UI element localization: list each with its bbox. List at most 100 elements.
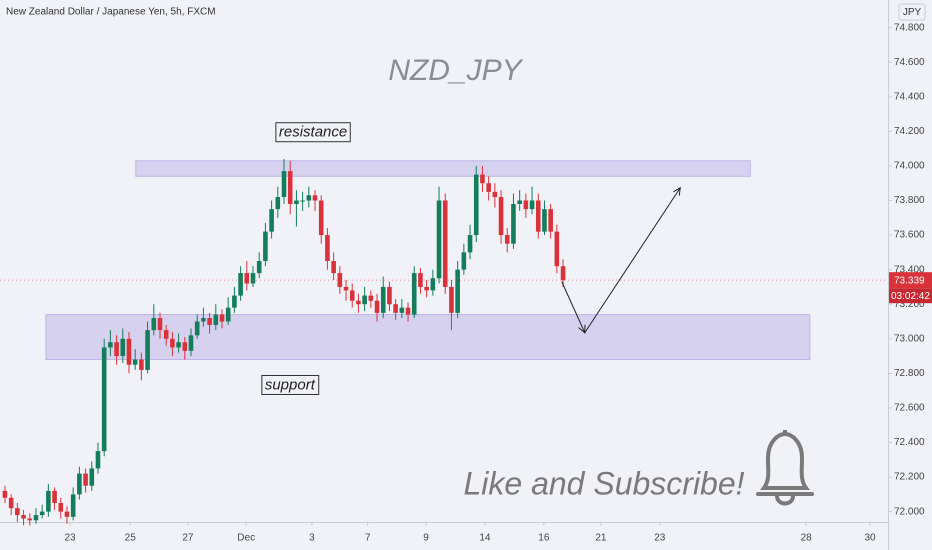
candle-body [436, 200, 442, 279]
countdown: 03:02:42 [891, 291, 930, 302]
candle-body [101, 347, 107, 452]
y-tick-label: 73.400 [894, 264, 925, 275]
candle-body [188, 335, 194, 351]
candle-body [207, 318, 212, 325]
candle-body [486, 183, 491, 192]
candle-body [157, 318, 163, 331]
candle-body [33, 515, 39, 521]
y-tick-label: 73.600 [894, 230, 925, 241]
candle-body [219, 314, 225, 322]
candle-body [343, 286, 349, 291]
y-tick-label: 74.000 [894, 161, 925, 172]
x-tick-label: 25 [125, 533, 137, 544]
candle-body [337, 273, 343, 287]
candle-body [27, 518, 33, 521]
candle-body [548, 209, 553, 232]
y-tick-label: 74.600 [894, 57, 925, 68]
candle-body [108, 342, 113, 348]
candle-body [287, 171, 293, 204]
candle-body [461, 252, 467, 270]
arrow-head [673, 186, 681, 196]
watermark: NZD_JPY [388, 54, 523, 87]
x-tick-label: 21 [595, 533, 607, 544]
x-tick-label: 16 [538, 533, 550, 544]
candle-body [170, 338, 175, 348]
y-tick-label: 72.600 [894, 403, 925, 414]
y-tick-label: 72.200 [894, 472, 925, 483]
candle-body [517, 200, 522, 204]
x-tick-label: 30 [864, 533, 876, 544]
candle-body [405, 307, 411, 315]
candle-body [511, 203, 516, 244]
candle-body [312, 195, 318, 201]
y-tick-label: 73.000 [894, 333, 925, 344]
candle-body [58, 502, 64, 512]
candle-body [2, 490, 8, 498]
candle-body [15, 508, 20, 516]
candle-body [151, 318, 157, 331]
candle-body [132, 359, 138, 365]
x-tick-label: 28 [801, 533, 813, 544]
candle-body [39, 511, 45, 516]
candle-body [213, 314, 219, 325]
candle-body [83, 473, 88, 486]
candle-body [380, 286, 386, 313]
candle-body [362, 295, 367, 305]
y-tick-label: 73.200 [894, 299, 925, 310]
candle-body [263, 231, 268, 261]
zone [45, 314, 811, 361]
zone-label-box [261, 374, 320, 395]
candle-body [368, 295, 374, 301]
candle-body [294, 200, 299, 204]
zone-label-box [275, 122, 351, 143]
candle-body [225, 307, 231, 322]
candle-body [424, 286, 429, 291]
candle-body [542, 209, 547, 232]
y-tick-label: 72.800 [894, 368, 925, 379]
candle-body [176, 342, 181, 348]
y-tick-label: 74.200 [894, 126, 925, 137]
candle-body [393, 304, 398, 313]
candle-body [244, 273, 250, 284]
y-tick-label: 73.800 [894, 195, 925, 206]
candle-body [95, 451, 101, 469]
candle-body [275, 197, 281, 210]
arrow-head [578, 324, 586, 334]
y-tick-label: 74.400 [894, 91, 925, 102]
candle-body [77, 473, 82, 495]
candle-body [449, 286, 454, 313]
candle-body [145, 330, 150, 370]
candle-body [411, 273, 417, 315]
candle-body [455, 269, 460, 313]
candle-body [399, 307, 405, 313]
candle-body [70, 494, 76, 517]
candle-body [430, 278, 436, 291]
candle-body [331, 261, 336, 274]
candle-body [46, 490, 51, 512]
candle-body [492, 191, 498, 198]
x-tick-label: 23 [654, 533, 666, 544]
candle-body [52, 490, 57, 503]
x-tick-label: 3 [309, 533, 315, 544]
candle-body [281, 171, 287, 198]
currency-box [898, 3, 926, 21]
candle-body [535, 200, 541, 232]
countdown-box [889, 288, 932, 304]
candle-body [201, 318, 206, 322]
currency: JPY [903, 7, 922, 18]
candle-body [64, 511, 70, 517]
x-tick-label: Dec [237, 533, 255, 544]
candle-body [8, 497, 14, 509]
candle-body [498, 197, 504, 236]
candle-body [554, 231, 560, 267]
candle-body [139, 359, 144, 370]
zone-label: support [265, 376, 316, 393]
candle-body [256, 261, 262, 274]
candle-body [318, 200, 324, 236]
candle-body [120, 338, 126, 357]
x-tick-label: 23 [65, 533, 77, 544]
x-tick-label: 9 [423, 533, 429, 544]
candle-body [467, 235, 473, 253]
candle-body [269, 209, 274, 232]
